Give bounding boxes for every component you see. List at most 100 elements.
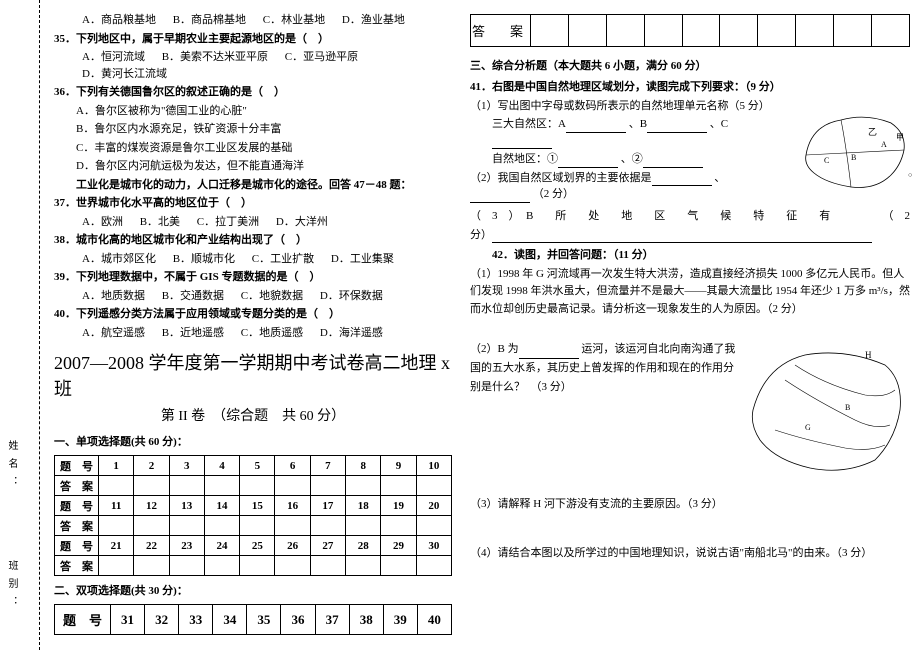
q41-3-row: （ 3 ） B 所 处 地 区 气 候 特 征 有 （ 2	[470, 207, 910, 223]
svg-text:B: B	[851, 153, 856, 162]
opt-b: B．美索不达米亚平原	[162, 49, 268, 66]
cell: 25	[240, 536, 275, 556]
cell: 18	[346, 496, 381, 516]
opt-c: C．拉丁美洲	[197, 214, 259, 231]
opt-a: A．恒河流域	[82, 49, 145, 66]
lbl: 分）	[470, 229, 492, 241]
cell: 38	[349, 605, 383, 635]
binding-label-class: 班别：	[4, 560, 19, 614]
svg-text:H: H	[865, 350, 872, 360]
row-label: 题 号	[55, 496, 99, 516]
answer-table-2: 题 号 31323334353637383940	[54, 604, 452, 635]
cell: 2	[134, 456, 169, 476]
opt-d: D．黄河长江流域	[82, 66, 167, 83]
q42-4: （4）请结合本图以及所学过的中国地理知识，说说古语"南船北马"的由来。（3 分）	[470, 545, 910, 562]
lbl: 、B	[629, 118, 647, 130]
q41-1: （1）写出图中字母或数码所表示的自然地理单元名称（5 分）	[470, 98, 782, 115]
cell: 8	[346, 456, 381, 476]
left-column: A．商品粮基地 B．商品棉基地 C．林业基地 D．渔业基地 35．下列地区中，属…	[40, 0, 460, 650]
lbl: （2）我国自然区域划界的主要依据是	[470, 172, 652, 184]
svg-text:A: A	[881, 140, 887, 149]
cell: 28	[346, 536, 381, 556]
cell: 13	[169, 496, 204, 516]
opt-c: C．地质遥感	[241, 325, 303, 342]
lbl: 、②	[621, 153, 643, 165]
opt-c: C．林业基地	[263, 12, 325, 29]
svg-text:乙: 乙	[868, 127, 877, 137]
blank	[519, 345, 579, 359]
cell: 7	[310, 456, 345, 476]
svg-text:B: B	[845, 403, 850, 412]
cell: 12	[134, 496, 169, 516]
q36-d: D．鲁尔区内河航运极为发达，但不能直通海洋	[54, 158, 452, 175]
cell: 27	[310, 536, 345, 556]
cell: 20	[416, 496, 451, 516]
q36-b: B．鲁尔区内水源充足，铁矿资源十分丰富	[54, 121, 452, 138]
opt-d: D．环保数据	[320, 288, 383, 305]
q41: 41．右图是中国自然地理区域划分，读图完成下列要求：（9 分）	[470, 79, 782, 96]
q35-opts: A．恒河流域 B．美索不达米亚平原 C．亚马逊平原 D．黄河长江流域	[54, 49, 452, 82]
cell: 3	[169, 456, 204, 476]
ans-label: 答 案	[471, 15, 531, 47]
cell: 26	[275, 536, 310, 556]
opt-d: D．渔业基地	[342, 12, 405, 29]
cell: 35	[247, 605, 281, 635]
answer-table-1: 题 号 12345678910 答 案 题 号 1112131415161718…	[54, 455, 452, 576]
ans-label: 答 案	[55, 516, 99, 536]
opt-b: B．交通数据	[162, 288, 224, 305]
q35: 35．下列地区中，属于早期农业主要起源地区的是（ ）	[54, 31, 452, 48]
q36: 36．下列有关德国鲁尔区的叙述正确的是（ ）	[54, 84, 452, 101]
q37-opts: A．欧洲 B．北美 C．拉丁美洲 D．大洋州	[54, 214, 452, 231]
cell: 39	[383, 605, 417, 635]
cell: 9	[381, 456, 416, 476]
cell: 17	[310, 496, 345, 516]
q36-c: C．丰富的煤炭资源是鲁尔工业区发展的基础	[54, 140, 452, 157]
row-label: 题 号	[55, 456, 99, 476]
opt-a: A．商品粮基地	[82, 12, 156, 29]
q39: 39．下列地理数据中，不属于 GIS 专题数据的是（ ）	[54, 269, 452, 286]
section-1-head: 一、单项选择题(共 60 分)：	[54, 433, 452, 449]
opt-d: D．工业集聚	[331, 251, 394, 268]
svg-text:C: C	[824, 156, 829, 165]
ans-label: 答 案	[55, 476, 99, 496]
cell: 40	[417, 605, 451, 635]
opt-a: A．地质数据	[82, 288, 145, 305]
ans-label: 答 案	[55, 556, 99, 576]
cell: 24	[204, 536, 239, 556]
opt-b: B．商品棉基地	[173, 12, 246, 29]
cell: 15	[240, 496, 275, 516]
cell: 22	[134, 536, 169, 556]
blank	[643, 154, 703, 168]
cell: 1	[99, 456, 134, 476]
q42: 42．读图，并回答问题：（11 分）	[470, 247, 910, 264]
q38: 38．城市化高的地区城市化和产业结构出现了（ ）	[54, 232, 452, 249]
cell: 10	[416, 456, 451, 476]
cell: 31	[111, 605, 145, 635]
binding-margin: 姓名： 班别：	[0, 0, 40, 650]
lbl: （ 2	[870, 207, 910, 223]
opt-c: C．工业扩散	[252, 251, 314, 268]
opt-c: C．地貌数据	[241, 288, 303, 305]
q42-1: （1）1998 年 G 河流域再一次发生特大洪涝，造成直接经济损失 1000 多…	[470, 266, 910, 319]
cell: 37	[315, 605, 349, 635]
opt-d: D．大洋州	[276, 214, 328, 231]
cell: 34	[213, 605, 247, 635]
opt-a: A．航空遥感	[82, 325, 145, 342]
blank	[558, 154, 618, 168]
cell: 32	[145, 605, 179, 635]
china-rivers-map-icon: H B G	[745, 340, 910, 480]
section-3-head: 三、综合分析题（本大题共 6 小题，满分 60 分）	[470, 57, 910, 73]
blank	[652, 172, 712, 186]
opt-b: B．顺城市化	[173, 251, 235, 268]
lbl: 三大自然区：A	[492, 118, 566, 130]
blank	[566, 119, 626, 133]
lbl: 自然地区：①	[492, 153, 558, 165]
q41-3b: 分）	[470, 227, 910, 244]
cell: 6	[275, 456, 310, 476]
q40: 40．下列遥感分类方法属于应用领域或专题分类的是（ ）	[54, 306, 452, 323]
cell: 30	[416, 536, 451, 556]
q38-opts: A．城市郊区化 B．顺城市化 C．工业扩散 D．工业集聚	[54, 251, 452, 268]
lbl: （ 3 ）	[470, 207, 526, 223]
right-column: 答 案 三、综合分析题（本大题共 6 小题，满分 60 分） 乙 A B C 甲…	[460, 0, 920, 650]
q39-opts: A．地质数据 B．交通数据 C．地貌数据 D．环保数据	[54, 288, 452, 305]
